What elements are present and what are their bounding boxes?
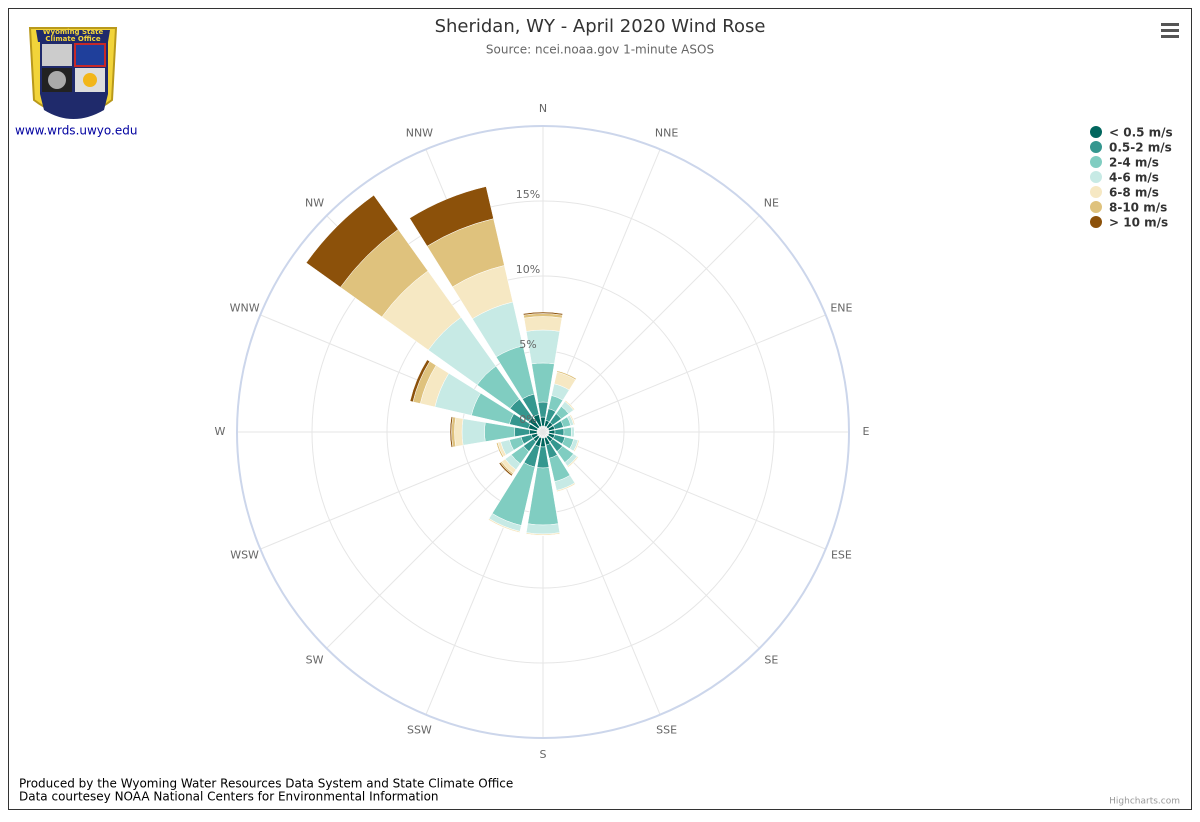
x-tick-label: NNE bbox=[655, 127, 678, 140]
y-tick-label: 15% bbox=[516, 188, 540, 201]
x-tick-label: S bbox=[540, 748, 547, 761]
legend-label[interactable]: 4-6 m/s bbox=[1109, 171, 1159, 185]
legend-label[interactable]: > 10 m/s bbox=[1109, 216, 1168, 230]
logo-text: Climate Office bbox=[45, 35, 100, 43]
x-tick-label: ENE bbox=[830, 301, 852, 314]
x-tick-label: NE bbox=[764, 197, 779, 210]
legend-label[interactable]: 6-8 m/s bbox=[1109, 186, 1159, 200]
x-tick-label: SE bbox=[764, 653, 778, 666]
legend-label[interactable]: 8-10 m/s bbox=[1109, 201, 1167, 215]
bar-segment bbox=[555, 429, 564, 436]
chart-title: Sheridan, WY - April 2020 Wind Rose bbox=[435, 16, 766, 37]
chart-subtitle: Source: ncei.noaa.gov 1-minute ASOS bbox=[486, 43, 714, 57]
y-tick-label: 5% bbox=[519, 338, 536, 351]
x-tick-label: NW bbox=[305, 197, 324, 210]
legend-label[interactable]: 2-4 m/s bbox=[1109, 156, 1159, 170]
x-tick-label: ESE bbox=[831, 549, 852, 562]
x-tick-label: SSE bbox=[656, 723, 677, 736]
x-tick-label: WSW bbox=[230, 549, 259, 562]
footer-text: Data courtesey NOAA National Centers for… bbox=[19, 790, 439, 804]
legend-label[interactable]: < 0.5 m/s bbox=[1109, 126, 1173, 140]
x-tick-label: W bbox=[215, 425, 226, 438]
bar-segment bbox=[526, 524, 559, 534]
legend-label[interactable]: 0.5-2 m/s bbox=[1109, 141, 1172, 155]
menu-button[interactable] bbox=[1161, 23, 1179, 38]
x-tick-label: SSW bbox=[407, 723, 432, 736]
legend-symbol bbox=[1090, 141, 1102, 153]
x-tick-label: N bbox=[539, 102, 547, 115]
chart-border bbox=[9, 9, 1192, 810]
x-tick-label: WNW bbox=[230, 301, 260, 314]
legend-symbol bbox=[1090, 216, 1102, 228]
website-link[interactable]: www.wrds.uwyo.edu bbox=[15, 124, 137, 138]
bar-segment bbox=[455, 417, 464, 446]
x-tick-label: E bbox=[863, 425, 870, 438]
bar-segment bbox=[571, 427, 574, 437]
legend-symbol bbox=[1090, 186, 1102, 198]
grid bbox=[237, 126, 849, 738]
bar-segment bbox=[564, 427, 572, 436]
bar-segment bbox=[524, 317, 562, 332]
legend-symbol bbox=[1090, 156, 1102, 168]
credits[interactable]: Highcharts.com bbox=[1109, 797, 1180, 807]
x-tick-label: NNW bbox=[406, 127, 433, 140]
y-tick-label: 0% bbox=[519, 413, 536, 426]
x-tick-label: SW bbox=[306, 653, 324, 666]
footer-text: Produced by the Wyoming Water Resources … bbox=[19, 777, 513, 791]
logo: Wyoming State Climate Office bbox=[30, 28, 116, 119]
bar-segment bbox=[462, 419, 485, 446]
legend-symbol bbox=[1090, 201, 1102, 213]
y-tick-label: 10% bbox=[516, 263, 540, 276]
legend-symbol bbox=[1090, 171, 1102, 183]
legend-symbol bbox=[1090, 126, 1102, 138]
